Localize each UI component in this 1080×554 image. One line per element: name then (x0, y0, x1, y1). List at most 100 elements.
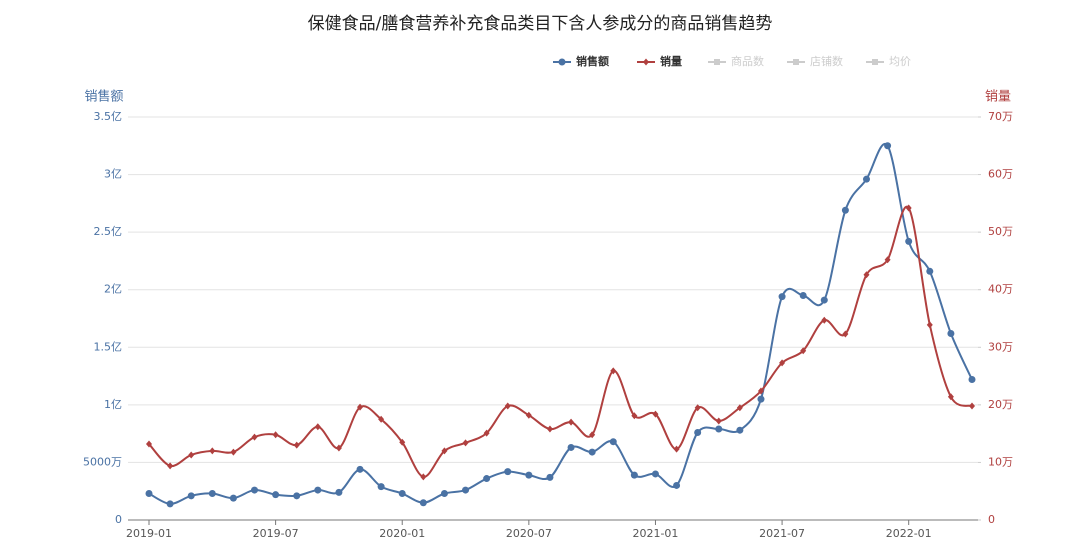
data-point (187, 492, 195, 500)
y-tick-label: 1.5亿 (94, 340, 123, 353)
data-point (208, 490, 216, 498)
data-point (736, 426, 744, 434)
data-point (293, 492, 301, 500)
data-point (588, 448, 596, 456)
data-point (568, 418, 575, 426)
data-point (420, 473, 427, 481)
data-point (188, 451, 195, 459)
data-point (230, 448, 237, 456)
x-tick-label: 2020-01 (379, 527, 425, 540)
data-point (736, 404, 743, 412)
data-point (272, 431, 279, 439)
data-point (525, 411, 532, 419)
data-point (673, 445, 680, 453)
data-point (567, 443, 575, 451)
data-point (651, 470, 659, 478)
data-point (609, 438, 617, 446)
data-point (947, 393, 954, 401)
legend-label[interactable]: 商品数 (731, 54, 764, 68)
y2-tick-label: 70万 (988, 110, 1013, 123)
data-point (229, 494, 237, 502)
y-axis-title: 销售额 (84, 89, 123, 105)
data-point (167, 462, 174, 470)
data-point (546, 425, 553, 433)
data-point (251, 433, 258, 441)
data-point (715, 425, 723, 433)
data-point (589, 431, 596, 439)
data-point (272, 491, 280, 499)
data-point (377, 483, 385, 491)
data-point (378, 415, 385, 423)
y-tick-label: 2.5亿 (94, 225, 123, 238)
data-point (146, 440, 152, 448)
y2-tick-label: 40万 (988, 283, 1013, 296)
data-point (715, 417, 722, 425)
data-point (166, 500, 174, 508)
data-point (546, 473, 554, 481)
data-point (398, 490, 406, 498)
x-tick-label: 2019-01 (126, 527, 172, 540)
data-point (357, 403, 364, 411)
data-point (926, 267, 934, 275)
x-tick-label: 2019-07 (253, 527, 299, 540)
data-point (673, 481, 681, 489)
legend-label[interactable]: 均价 (889, 55, 911, 68)
data-point (757, 387, 764, 395)
series-line (148, 142, 973, 505)
data-point (209, 447, 216, 455)
y2-tick-label: 60万 (988, 168, 1013, 181)
data-point (821, 316, 828, 324)
data-point (356, 465, 364, 473)
data-point (969, 402, 975, 410)
legend-marker (872, 59, 878, 65)
x-tick-label: 2021-01 (632, 527, 678, 540)
y-tick-label: 0 (115, 513, 122, 526)
data-point (630, 471, 638, 479)
y-tick-label: 1亿 (104, 398, 122, 411)
x-tick-label: 2020-07 (506, 527, 552, 540)
data-point (462, 486, 470, 494)
data-point (694, 404, 701, 412)
data-point (419, 499, 427, 507)
data-point (947, 329, 955, 337)
data-point (800, 347, 807, 355)
y2-tick-label: 50万 (988, 225, 1013, 238)
y-tick-label: 5000万 (83, 455, 122, 468)
data-point (884, 256, 891, 264)
data-point (335, 488, 343, 496)
data-point (779, 359, 786, 367)
data-point (799, 291, 807, 299)
data-point (525, 471, 533, 479)
data-point (862, 175, 870, 183)
data-point (905, 204, 912, 212)
y-tick-label: 3亿 (104, 168, 122, 181)
chart-title: 保健食品/膳食营养补充食品类目下含人参成分的商品销售趋势 (308, 14, 773, 34)
legend-marker (558, 58, 566, 66)
data-point (820, 296, 828, 304)
data-point (462, 439, 469, 447)
data-point (504, 468, 512, 476)
data-point (778, 293, 786, 301)
data-point (652, 410, 659, 418)
y2-tick-label: 30万 (988, 340, 1013, 353)
data-point (504, 402, 511, 410)
data-point (314, 486, 322, 494)
x-tick-label: 2021-07 (759, 527, 805, 540)
data-point (440, 490, 448, 498)
legend-label[interactable]: 销售额 (576, 54, 609, 68)
data-point (399, 438, 406, 446)
data-point (968, 376, 976, 384)
data-point (905, 237, 913, 245)
y-tick-label: 2亿 (104, 283, 122, 296)
data-point (314, 423, 321, 431)
legend-marker (643, 58, 649, 66)
data-point (293, 441, 300, 449)
data-point (335, 444, 342, 452)
legend-label[interactable]: 销量 (660, 54, 682, 68)
y2-axis-title: 销量 (985, 90, 1011, 105)
legend-label[interactable]: 店铺数 (810, 54, 843, 68)
y2-tick-label: 0 (988, 513, 995, 526)
data-point (841, 206, 849, 214)
data-point (610, 367, 617, 375)
data-point (694, 428, 702, 436)
